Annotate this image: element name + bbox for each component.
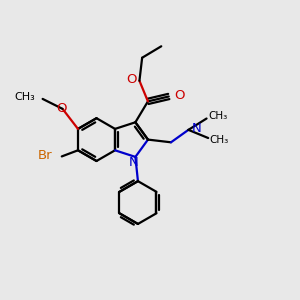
Text: Br: Br <box>38 149 53 162</box>
Text: O: O <box>56 102 66 115</box>
Text: N: N <box>129 156 139 169</box>
Text: CH₃: CH₃ <box>210 135 229 146</box>
Text: O: O <box>126 73 136 86</box>
Text: N: N <box>192 122 202 135</box>
Text: O: O <box>175 89 185 102</box>
Text: CH₃: CH₃ <box>208 111 227 121</box>
Text: CH₃: CH₃ <box>14 92 35 102</box>
